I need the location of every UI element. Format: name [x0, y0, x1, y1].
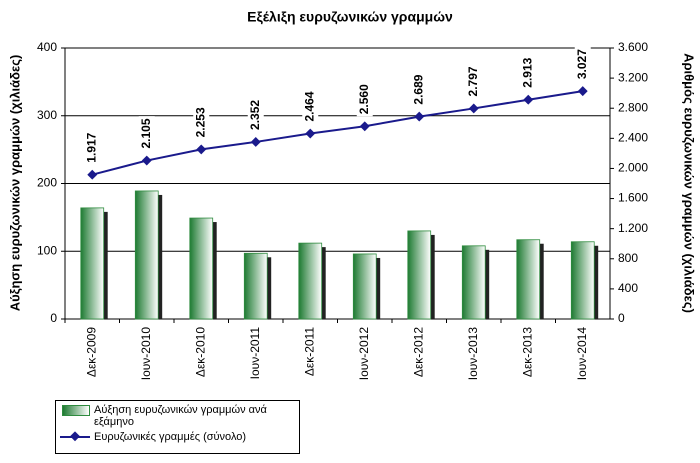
data-label: 2.689: [411, 74, 425, 104]
data-label: 2.253: [193, 107, 207, 137]
data-label: 2.913: [520, 57, 534, 87]
bar: [352, 253, 377, 320]
y2-tick-label: 800: [618, 251, 638, 265]
point: [250, 136, 261, 147]
data-label: 2.797: [466, 66, 480, 96]
data-label-bg: [84, 130, 101, 165]
data-label: 1.917: [84, 132, 98, 162]
y2-tick-label: 1.200: [618, 221, 648, 235]
point: [196, 144, 207, 155]
data-label-bg: [302, 89, 319, 124]
data-label-bg: [411, 72, 428, 107]
y2-tick-label: 3.200: [618, 70, 648, 84]
x-tick-label: Ιουν-2013: [466, 327, 480, 381]
data-label-bg: [193, 105, 210, 140]
x-tick-label: Δεκ-2012: [411, 327, 425, 377]
y2-tick-label: 400: [618, 281, 638, 295]
bar: [570, 241, 595, 320]
data-label: 2.464: [302, 91, 316, 121]
x-tick-label: Ιουν-2010: [139, 327, 153, 381]
y-tick-label: 0: [50, 311, 57, 325]
data-label: 3.027: [575, 49, 589, 79]
data-label: 2.560: [357, 84, 371, 114]
y2-tick-label: 3.600: [618, 40, 648, 54]
data-label: 2.352: [248, 100, 262, 130]
data-label-bg: [138, 116, 155, 151]
bar: [461, 245, 486, 320]
point: [523, 94, 534, 105]
point: [359, 121, 370, 132]
y2-tick-label: 0: [618, 311, 625, 325]
y2-tick-label: 2.800: [618, 100, 648, 114]
x-tick-label: Δεκ-2013: [520, 327, 534, 377]
legend-swatch: [60, 431, 90, 443]
x-tick-label: Ιουν-2012: [357, 327, 371, 381]
y-tick-label: 100: [37, 243, 57, 257]
data-label-bg: [465, 64, 482, 99]
y2-axis-title: Αριθμός ευρυζωνικών γραμμών (χιλιάδες): [682, 53, 697, 313]
legend-item: Ευρυζωνικές γραμμές (σύνολο): [60, 431, 295, 443]
point: [577, 86, 588, 97]
legend: Αύξηση ευρυζωνικών γραμμών ανά εξάμηνο Ε…: [55, 400, 300, 454]
data-label-bg: [356, 81, 373, 117]
point: [414, 111, 425, 122]
y-axis-title: Αύξηση ευρυζωνικών γραμμών (χιλιάδες): [7, 55, 22, 312]
y-tick-label: 200: [37, 176, 57, 190]
bar: [243, 252, 268, 320]
x-tick-label: Δεκ-2011: [302, 327, 316, 376]
point: [468, 103, 479, 114]
x-tick-label: Δεκ-2010: [193, 327, 207, 377]
x-tick-label: Δεκ-2009: [84, 327, 98, 377]
data-label-bg: [247, 97, 264, 132]
bar: [407, 230, 432, 320]
bar: [516, 239, 541, 320]
data-label-bg: [574, 46, 591, 82]
point: [87, 169, 98, 180]
data-label: 2.105: [139, 118, 153, 148]
bar: [134, 190, 159, 320]
y2-tick-label: 2.400: [618, 131, 648, 145]
legend-item: Αύξηση ευρυζωνικών γραμμών ανά εξάμηνο: [60, 404, 295, 428]
data-label-bg: [520, 55, 537, 90]
y2-tick-label: 1.600: [618, 191, 648, 205]
y-tick-label: 400: [37, 40, 57, 54]
line: [91, 90, 583, 176]
y2-tick-label: 2.000: [618, 161, 648, 175]
legend-label: Αύξηση ευρυζωνικών γραμμών ανά εξάμηνο: [94, 404, 267, 428]
chart-title: Εξέλιξη ευρυζωνικών γραμμών: [247, 9, 453, 25]
legend-swatch: [60, 404, 90, 416]
x-tick-label: Ιουν-2014: [575, 327, 589, 381]
x-tick-label: Ιουν-2011: [248, 327, 262, 380]
y-tick-label: 300: [37, 108, 57, 122]
bar: [298, 242, 323, 320]
bar: [189, 217, 214, 320]
point: [305, 128, 316, 139]
bar: [80, 207, 105, 320]
point: [141, 155, 152, 166]
legend-label: Ευρυζωνικές γραμμές (σύνολο): [94, 431, 247, 443]
